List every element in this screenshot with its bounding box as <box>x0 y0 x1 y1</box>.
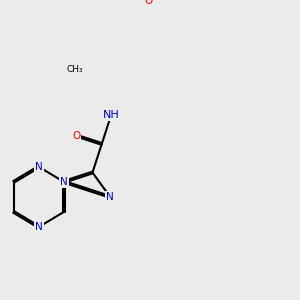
Text: NH: NH <box>103 110 119 120</box>
Text: N: N <box>35 222 43 232</box>
Text: N: N <box>35 162 43 172</box>
Text: N: N <box>60 177 68 187</box>
Text: CH₃: CH₃ <box>67 65 83 74</box>
Text: O: O <box>72 130 80 140</box>
Text: N: N <box>106 192 114 202</box>
Text: O: O <box>144 0 152 6</box>
